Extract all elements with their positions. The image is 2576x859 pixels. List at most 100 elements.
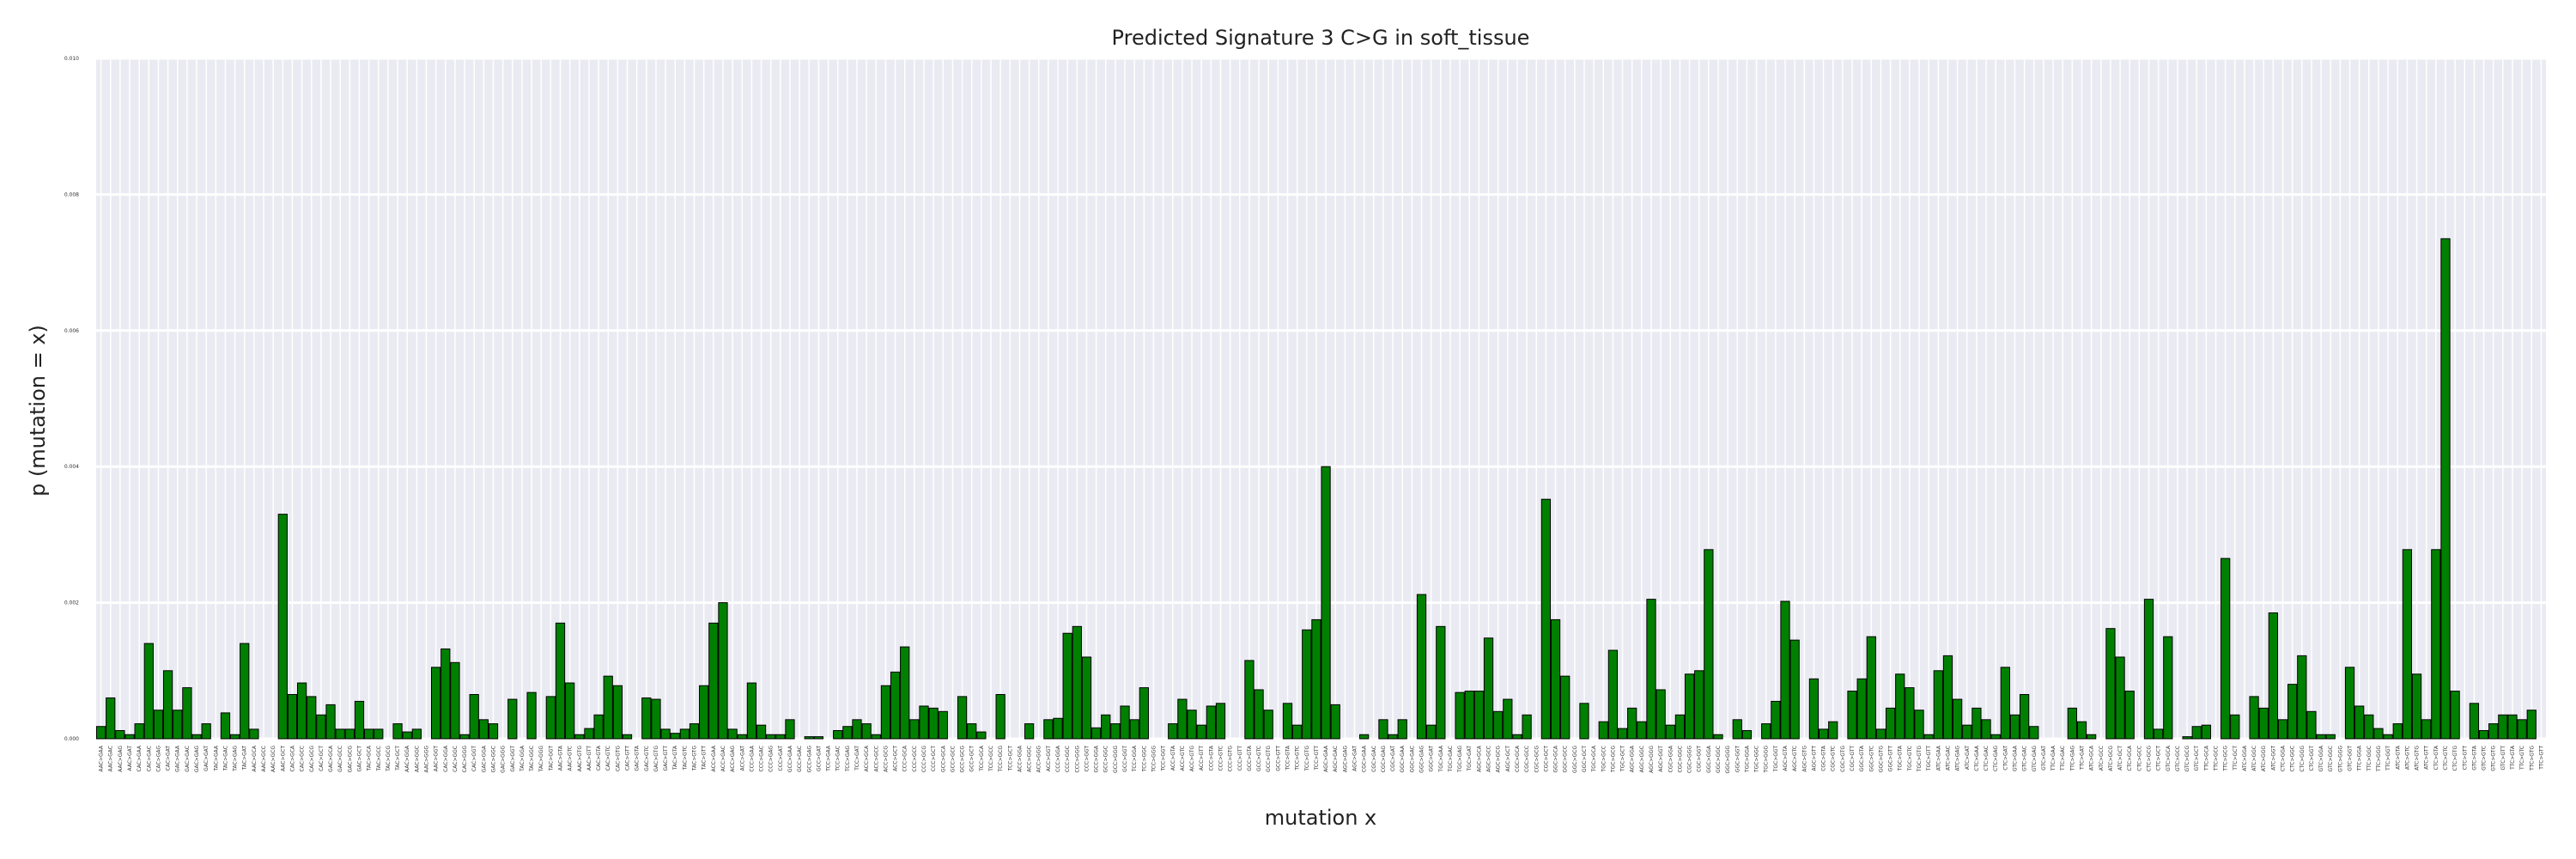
x-tick-label: CAC>GGT: [471, 746, 477, 771]
x-tick-label: TAC>GCG: [386, 746, 392, 772]
x-tick-label: AAC>GGG: [423, 746, 429, 773]
x-tick-label: TCC>GAT: [854, 746, 860, 771]
bar: [1732, 719, 1742, 740]
x-tick-label: AGC>GCG: [1496, 746, 1502, 773]
x-tick-label: CAC>GCG: [309, 746, 315, 772]
bar: [718, 602, 728, 740]
x-tick-label: TAC>GGT: [548, 746, 554, 772]
bar: [1110, 723, 1121, 740]
bar: [612, 685, 623, 740]
bar: [191, 734, 202, 740]
x-tick-label: CAC>GGG: [462, 746, 468, 773]
bar: [2526, 710, 2537, 740]
x-tick-label: GGC>GAT: [1429, 746, 1435, 772]
bar: [871, 734, 881, 740]
x-tick-label: TTC>GGA: [2357, 745, 2363, 771]
x-tick-label: CCC>GTT: [1237, 746, 1243, 771]
x-tick-label: ACC>GCA: [864, 745, 870, 771]
bar: [229, 734, 240, 740]
x-tick-label: ATC>GCC: [2099, 746, 2105, 771]
bar: [287, 694, 298, 740]
bar: [622, 734, 633, 740]
x-tick-label: CGC>GCG: [1534, 746, 1540, 773]
x-tick-label: AAC>GTC: [568, 746, 574, 771]
x-tick-label: TCC>GGA: [1132, 745, 1138, 772]
x-tick-label: TCC>GCC: [988, 746, 994, 772]
bar: [919, 705, 929, 740]
x-tick-label: GTC>GAC: [2022, 746, 2028, 771]
x-tick-label: AGC>GAT: [1352, 746, 1358, 771]
x-tick-label: TAC>GGC: [529, 746, 535, 772]
x-tick-label: TCC>GGG: [1151, 746, 1157, 773]
x-tick-label: CAC>GTC: [605, 746, 611, 771]
bar: [746, 682, 757, 740]
x-tick-label: CGC>GAG: [1381, 746, 1387, 773]
x-tick-label: GGC>GTC: [1868, 746, 1874, 771]
x-tick-label: GGC>GAC: [1409, 746, 1415, 772]
x-tick-label: CAC>GTG: [615, 746, 621, 772]
bar: [2258, 707, 2269, 740]
x-tick-label: CTC>GAG: [1993, 746, 1999, 771]
bar: [344, 728, 355, 740]
x-tick-label: TCC>GTT: [1314, 746, 1320, 771]
x-tick-label: TGC>GGA: [1744, 745, 1750, 773]
x-tick-label: CAC>GCA: [289, 745, 295, 771]
bar: [670, 733, 680, 740]
x-tick-label: CGC>GGA: [1668, 745, 1674, 772]
x-tick-label: CCC>GAA: [749, 745, 755, 772]
bar: [2306, 710, 2317, 740]
bar: [766, 734, 776, 740]
x-tick-label: CAC>GCT: [319, 746, 325, 771]
x-tick-label: AGC>GGA: [1630, 745, 1636, 772]
bar: [316, 714, 326, 740]
bar: [565, 682, 575, 740]
x-tick-label: CGC>GCA: [1515, 745, 1521, 772]
x-tick-label: GGC>GAA: [1400, 745, 1406, 772]
bar: [1971, 707, 1982, 740]
bar: [1426, 724, 1437, 740]
bar: [2163, 636, 2173, 740]
bar: [431, 667, 441, 740]
bar: [1091, 727, 1102, 740]
bar: [363, 728, 374, 740]
x-axis-label: mutation x: [1265, 806, 1377, 830]
x-tick-label: CCC>GGG: [1074, 746, 1080, 773]
bar: [1684, 673, 1695, 740]
x-tick-label: GGC>GGC: [1716, 746, 1722, 773]
bar: [2431, 549, 2441, 740]
bar: [2277, 719, 2288, 740]
x-tick-label: TGC>GCT: [1620, 746, 1626, 772]
bar: [1244, 660, 1255, 740]
x-tick-label: CCC>GGC: [1065, 746, 1071, 772]
y-tick-label: 0.002: [64, 600, 79, 606]
x-tick-label: CTC>GTT: [2462, 746, 2468, 771]
bar: [2392, 723, 2403, 740]
x-tick-label: ACC>GTG: [1189, 746, 1195, 772]
x-tick-label: TAC>GCT: [395, 746, 401, 771]
bar: [1560, 675, 1571, 740]
x-tick-label: CTC>GTA: [2433, 745, 2439, 770]
bar: [852, 719, 862, 740]
bar: [1607, 649, 1619, 740]
x-tick-label: ATC>GGC: [2251, 746, 2257, 771]
bar: [775, 734, 786, 740]
x-tick-label: ATC>GAG: [1955, 746, 1961, 771]
bar: [2517, 719, 2527, 740]
x-tick-label: GCC>GTA: [1247, 745, 1253, 771]
bar: [1464, 691, 1474, 740]
bar: [1062, 632, 1072, 740]
x-tick-label: CTC>GAC: [1984, 746, 1990, 771]
x-tick-label: AAC>GAT: [127, 746, 133, 771]
x-tick-label: CTC>GTC: [2443, 746, 2449, 771]
x-tick-label: TCC>GCA: [979, 745, 985, 772]
x-tick-label: CGC>GCC: [1524, 746, 1530, 772]
x-tick-label: GTC>GTA: [2471, 745, 2477, 771]
x-tick-label: GGC>GCT: [1582, 746, 1588, 772]
x-tick-label: AAC>GGC: [414, 746, 420, 772]
x-tick-label: ACC>GGT: [1046, 746, 1052, 771]
x-tick-label: TAC>GAA: [213, 745, 219, 771]
bar: [1617, 728, 1628, 740]
bar: [2230, 714, 2240, 740]
bar: [679, 728, 690, 740]
bar: [1789, 639, 1800, 740]
